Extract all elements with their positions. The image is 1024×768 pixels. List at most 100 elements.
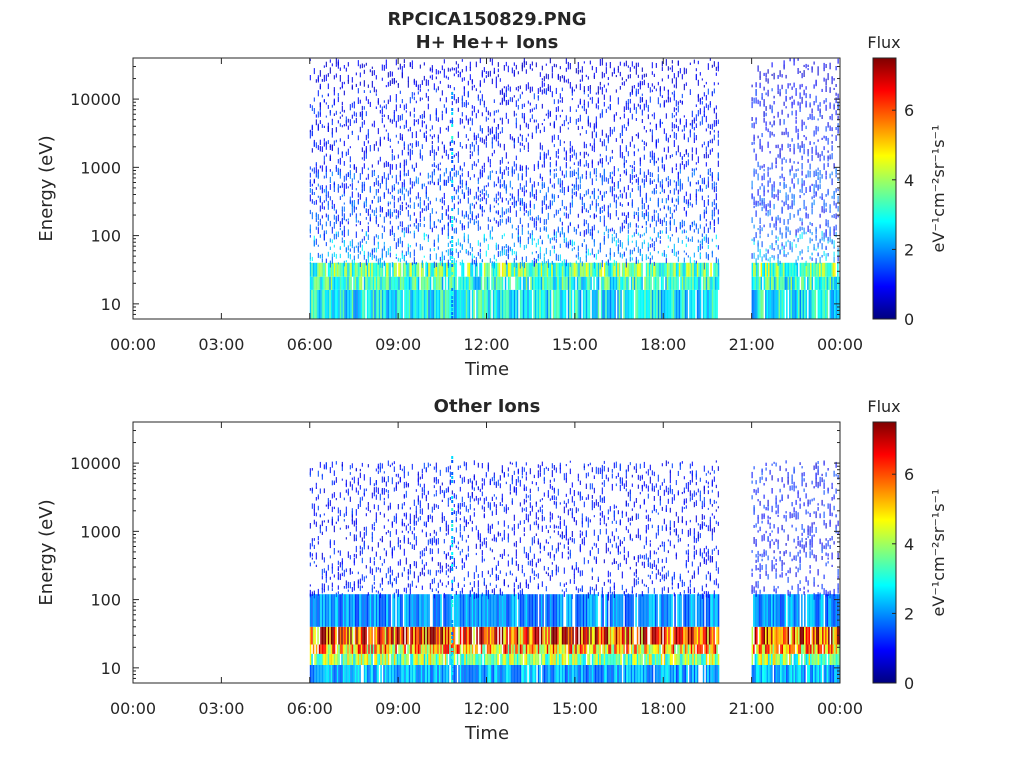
flux-cell [323,200,325,203]
flux-cell [675,83,677,89]
flux-cell [425,124,427,128]
flux-cell [369,665,372,683]
flux-cell [453,203,455,210]
flux-cell [447,125,449,131]
flux-spike [451,168,454,171]
flux-cell [427,96,429,102]
flux-cell [393,201,395,209]
flux-cell [775,262,778,277]
flux-cell [381,262,384,277]
flux-cell [509,289,511,319]
flux-cell [587,94,589,97]
flux-cell [523,185,525,191]
flux-cell [643,126,645,130]
flux-cell [647,211,649,217]
flux-cell [773,203,775,210]
flux-cell [333,244,335,248]
flux-cell [407,243,409,248]
flux-cell [813,188,815,194]
colorbar-title: Flux [867,33,900,52]
flux-cell [793,183,795,189]
flux-cell [643,103,645,111]
flux-cell [365,96,367,101]
flux-cell [447,665,450,683]
flux-cell [805,103,807,108]
flux-cell [555,253,557,261]
flux-cell [543,276,546,290]
flux-cell [671,289,673,319]
flux-cell [545,113,547,116]
flux-cell [535,62,537,68]
flux-cell [665,227,667,234]
flux-cell [657,157,659,161]
flux-cell [789,276,791,290]
flux-cell [575,177,577,180]
flux-cell [703,111,705,117]
flux-cell [837,289,839,319]
flux-cell [813,243,815,250]
flux-cell [771,289,773,319]
flux-cell [375,665,378,683]
flux-cell [545,247,547,255]
flux-cell [401,240,403,248]
flux-cell [601,195,603,201]
flux-cell [803,70,805,77]
flux-cell [395,242,397,250]
colorbar-tick-label: 0 [904,310,914,329]
flux-cell [393,155,395,160]
flux-cell [680,289,682,319]
flux-cell [511,97,513,103]
flux-cell [599,138,601,142]
colorbar-tick-label: 4 [904,171,914,190]
flux-cell [377,160,379,165]
flux-cell [513,72,515,77]
flux-cell [425,261,427,264]
flux-cell [807,159,809,163]
flux-cell [451,224,453,231]
flux-cell [447,84,449,88]
flux-cell [463,102,465,107]
flux-cell [805,63,807,69]
flux-cell [813,184,815,191]
flux-cell [531,135,533,139]
flux-cell [689,62,691,65]
flux-cell [701,116,703,122]
flux-cell [349,200,351,205]
flux-cell [315,199,317,205]
flux-cell [367,251,369,259]
flux-cell [781,166,783,171]
flux-cell [605,276,607,290]
flux-cell [455,242,457,247]
flux-cell [603,73,605,78]
flux-cell [753,238,755,245]
flux-cell [669,262,672,277]
flux-cell [675,107,677,111]
flux-cell [411,149,413,155]
flux-cell [429,200,431,205]
flux-cell [575,84,577,89]
flux-cell [559,100,561,103]
flux-cell [756,262,758,277]
flux-cell [344,665,346,683]
flux-cell [789,230,791,235]
flux-cell [403,182,405,188]
flux-cell [471,289,474,319]
flux-cell [312,276,315,290]
flux-cell [385,104,387,110]
flux-cell [793,82,795,88]
flux-cell [323,161,325,165]
flux-cell [512,262,514,277]
flux-cell [577,245,579,252]
flux-cell [527,223,529,228]
flux-cell [367,234,369,240]
flux-cell [441,213,443,220]
flux-cell [627,238,629,246]
flux-cell [715,186,717,192]
flux-cell [627,276,630,290]
flux-cell [319,218,321,222]
flux-cell [356,289,358,319]
flux-cell [657,197,659,201]
flux-cell [493,197,495,202]
flux-cell [397,240,399,247]
flux-cell [543,195,545,203]
